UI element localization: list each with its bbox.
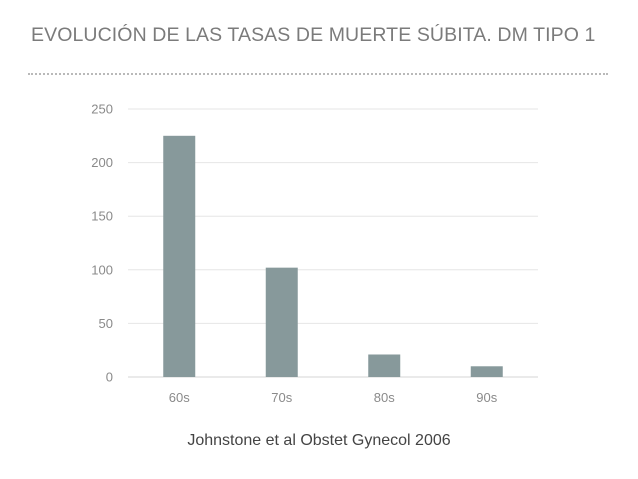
bar: [163, 135, 196, 377]
y-tick-label: 150: [91, 209, 113, 224]
y-axis-ticks: 0 50 100 150 200 250: [91, 102, 113, 385]
bar: [265, 267, 298, 377]
y-tick-label: 0: [106, 370, 113, 385]
bar: [368, 354, 401, 377]
source-caption: Johnstone et al Obstet Gynecol 2006: [187, 432, 451, 449]
y-tick-label: 200: [91, 155, 113, 170]
title-divider: [28, 73, 608, 75]
gridlines: [128, 108, 538, 378]
y-tick-label: 100: [91, 262, 113, 277]
x-tick-label: 90s: [476, 390, 497, 405]
x-axis-ticks: 60s 70s 80s 90s: [169, 390, 498, 405]
x-tick-label: 70s: [271, 390, 292, 405]
bar: [470, 366, 503, 377]
bars: [163, 135, 503, 377]
y-tick-label: 250: [91, 102, 113, 117]
chart-title: EVOLUCIÓN DE LAS TASAS DE MUERTE SÚBITA.…: [31, 24, 596, 46]
x-tick-label: 80s: [374, 390, 395, 405]
x-tick-label: 60s: [169, 390, 190, 405]
y-tick-label: 50: [99, 316, 113, 331]
